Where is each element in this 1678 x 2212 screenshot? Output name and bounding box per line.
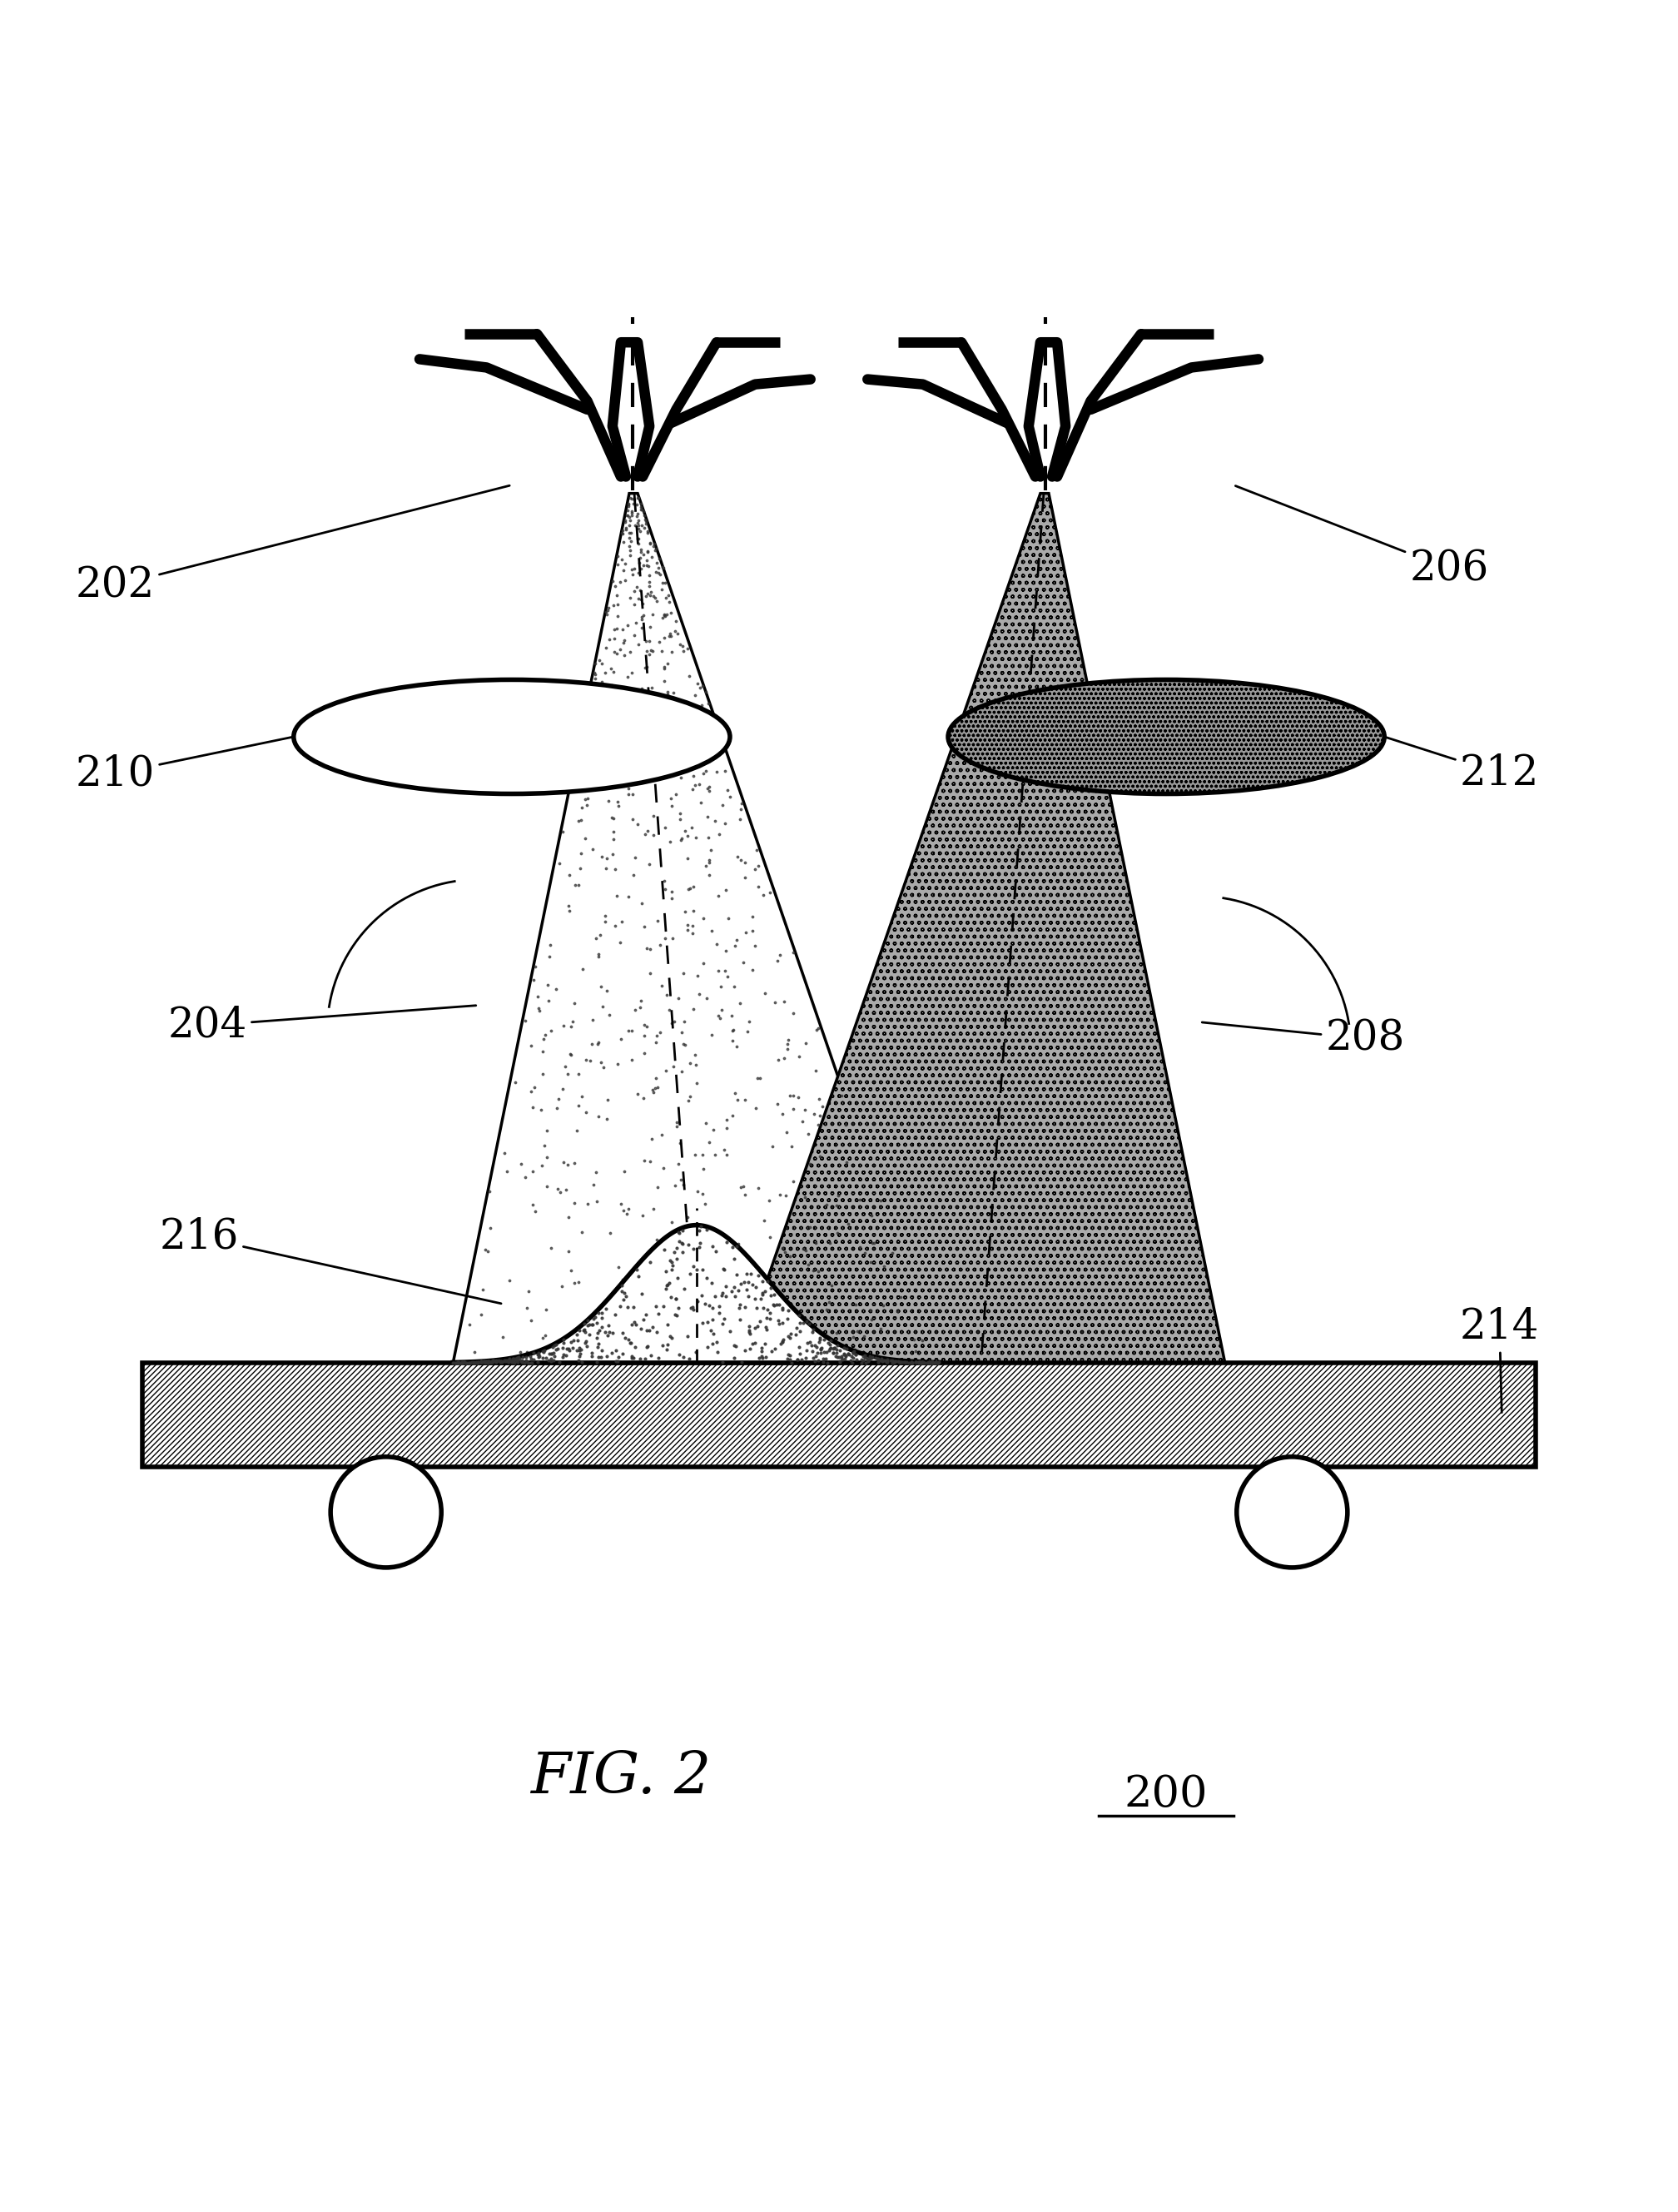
Polygon shape xyxy=(453,1225,940,1363)
Text: 204: 204 xyxy=(168,1004,477,1046)
Text: 210: 210 xyxy=(76,737,292,794)
Text: 208: 208 xyxy=(1201,1018,1404,1060)
Text: 214: 214 xyxy=(1460,1307,1539,1413)
Ellipse shape xyxy=(294,679,730,794)
Polygon shape xyxy=(738,493,1225,1363)
Polygon shape xyxy=(453,493,936,1363)
Text: 206: 206 xyxy=(1235,487,1488,591)
Circle shape xyxy=(1237,1458,1347,1568)
Ellipse shape xyxy=(948,679,1384,794)
Text: 200: 200 xyxy=(1124,1772,1208,1816)
Bar xyxy=(143,1363,1535,1467)
Text: FIG. 2: FIG. 2 xyxy=(530,1750,711,1805)
Circle shape xyxy=(331,1458,441,1568)
Text: 216: 216 xyxy=(159,1217,502,1303)
Text: 202: 202 xyxy=(76,487,510,606)
Text: 212: 212 xyxy=(1386,737,1539,794)
